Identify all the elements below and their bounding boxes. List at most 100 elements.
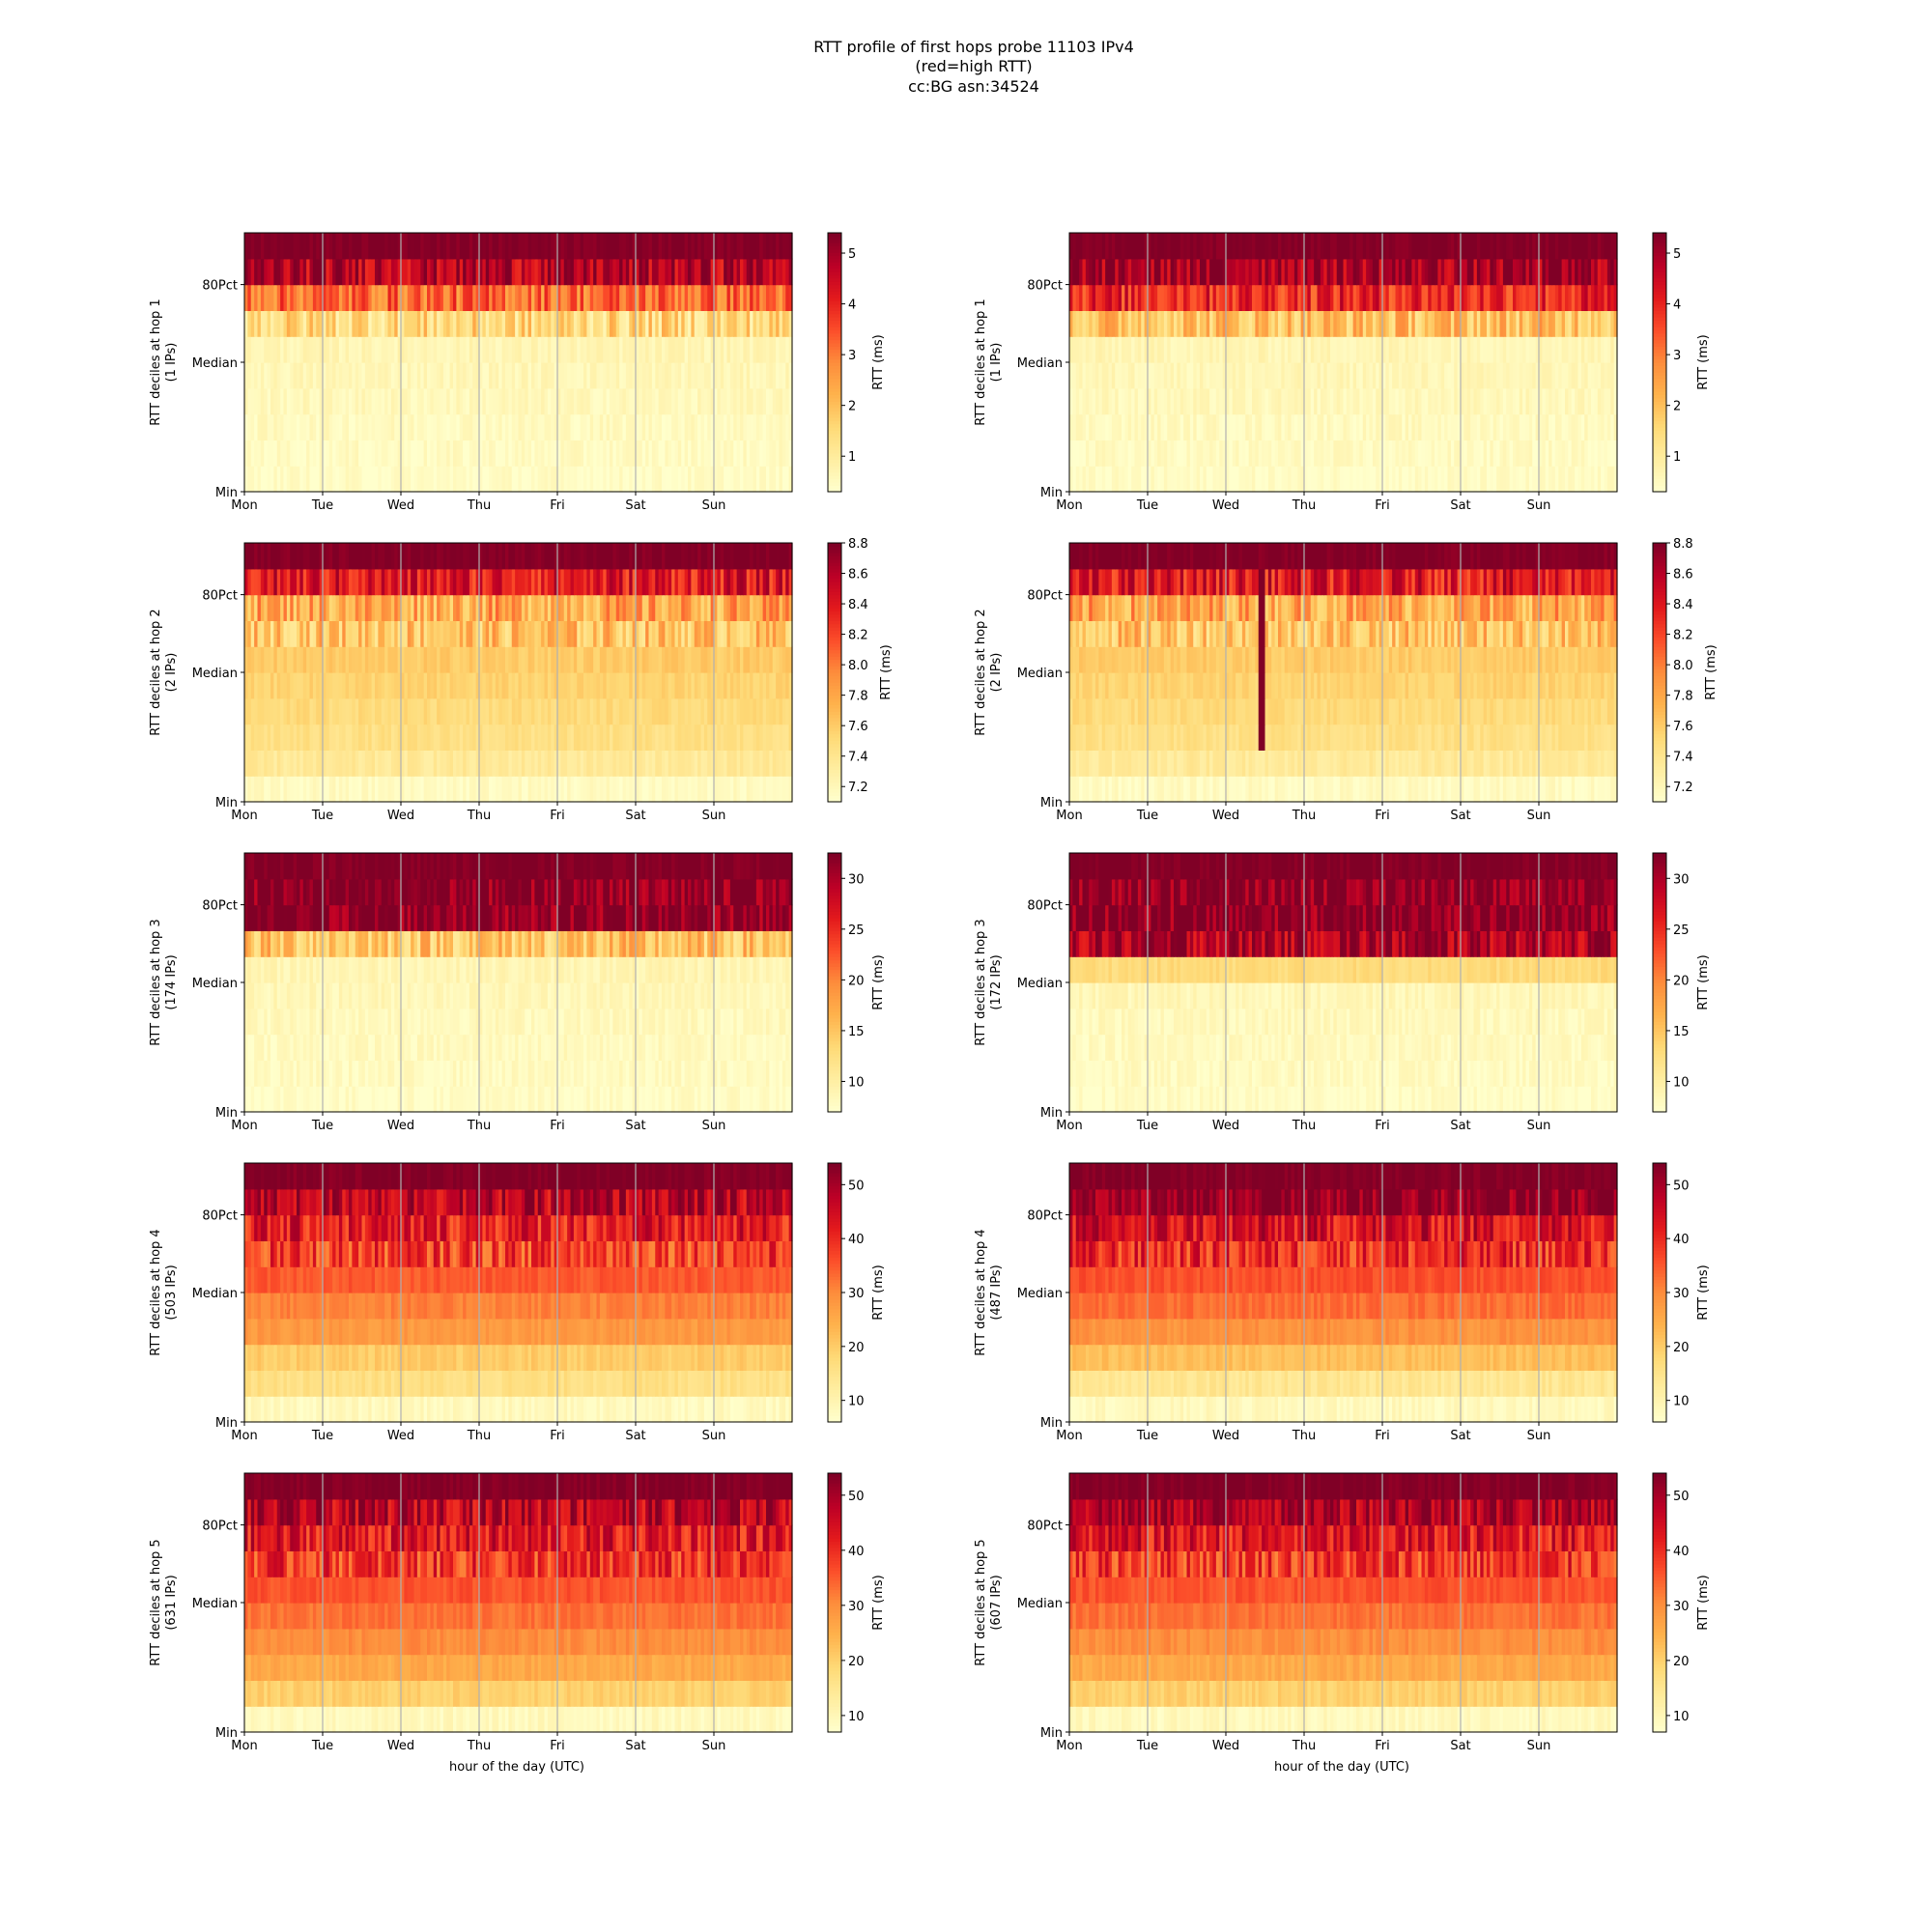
- heatmap-cell: [1591, 413, 1595, 440]
- heatmap-cell: [1490, 284, 1494, 311]
- heatmap-cell: [1105, 233, 1110, 260]
- heatmap-cell: [1499, 387, 1504, 415]
- heatmap-cell: [264, 672, 269, 699]
- heatmap-cell: [1122, 336, 1125, 363]
- heatmap-cell: [759, 413, 764, 440]
- heatmap-cell: [433, 233, 438, 260]
- heatmap-cell: [766, 750, 770, 777]
- heatmap-cell: [1255, 387, 1260, 415]
- heatmap-cell: [352, 697, 356, 725]
- heatmap-cell: [776, 310, 781, 337]
- heatmap-cell: [1613, 466, 1618, 493]
- heatmap-cell: [714, 387, 718, 415]
- heatmap-cell: [1206, 258, 1210, 286]
- heatmap-cell: [1310, 336, 1315, 363]
- heatmap-cell: [1163, 233, 1168, 260]
- heatmap-cell: [1196, 336, 1201, 363]
- heatmap-cell: [492, 440, 497, 467]
- heatmap-cell: [364, 413, 369, 440]
- heatmap-cell: [293, 750, 298, 777]
- heatmap-cell: [726, 258, 731, 286]
- heatmap-cell: [338, 672, 343, 699]
- heatmap-cell: [622, 387, 627, 415]
- heatmap-cell: [726, 413, 731, 440]
- heatmap-cell: [753, 750, 757, 777]
- heatmap-cell: [1174, 233, 1178, 260]
- heatmap-cell: [1232, 233, 1236, 260]
- heatmap-cell: [1082, 233, 1087, 260]
- heatmap-cell: [1122, 310, 1125, 337]
- heatmap-cell: [492, 697, 497, 725]
- heatmap-cell: [1418, 258, 1423, 286]
- heatmap-cell: [589, 672, 594, 699]
- heatmap-cell: [423, 310, 428, 337]
- heatmap-cell: [1085, 258, 1090, 286]
- colorbar-segment: [828, 420, 841, 425]
- heatmap-cell: [1137, 440, 1142, 467]
- heatmap-cell: [668, 776, 672, 803]
- heatmap-cell: [1454, 466, 1459, 493]
- heatmap-cell: [1356, 466, 1360, 493]
- heatmap-cell: [1209, 233, 1214, 260]
- heatmap-cell: [740, 697, 744, 725]
- heatmap-cell: [306, 672, 311, 699]
- heatmap-cell: [1186, 336, 1191, 363]
- heatmap-cell: [1601, 233, 1605, 260]
- heatmap-cell: [1584, 336, 1589, 363]
- heatmap-cell: [596, 284, 601, 311]
- heatmap-cell: [1392, 387, 1397, 415]
- heatmap-cell: [250, 387, 255, 415]
- heatmap-cell: [1105, 284, 1110, 311]
- heatmap-cell: [1209, 413, 1214, 440]
- heatmap-cell: [610, 233, 613, 260]
- heatmap-cell: [563, 310, 568, 337]
- heatmap-cell: [1545, 233, 1549, 260]
- heatmap-cell: [1352, 233, 1357, 260]
- heatmap-cell: [1300, 233, 1305, 260]
- heatmap-cell: [615, 466, 620, 493]
- heatmap-cell: [479, 440, 483, 467]
- heatmap-cell: [573, 336, 578, 363]
- heatmap-cell: [710, 750, 715, 777]
- colorbar-segment: [1653, 481, 1666, 486]
- heatmap-cell: [1320, 233, 1324, 260]
- colorbar-segment: [828, 478, 841, 483]
- heatmap-cell: [1131, 336, 1136, 363]
- heatmap-cell: [437, 233, 441, 260]
- heatmap-cell: [583, 466, 587, 493]
- heatmap-cell: [557, 646, 561, 673]
- heatmap-cell: [1072, 413, 1077, 440]
- heatmap-cell: [537, 284, 542, 311]
- heatmap-cell: [580, 440, 584, 467]
- heatmap-cell: [1219, 233, 1224, 260]
- heatmap-cell: [368, 697, 373, 725]
- heatmap-cell: [511, 724, 516, 751]
- heatmap-cell: [573, 362, 578, 389]
- heatmap-cell: [423, 284, 428, 311]
- colorbar-segment: [828, 368, 841, 373]
- heatmap-cell: [1278, 362, 1282, 389]
- heatmap-cell: [1606, 310, 1611, 337]
- heatmap-cell: [1424, 336, 1429, 363]
- heatmap-cell: [766, 336, 770, 363]
- heatmap-cell: [599, 336, 604, 363]
- heatmap-cell: [1492, 284, 1497, 311]
- heatmap-cell: [641, 413, 646, 440]
- heatmap-cell: [726, 440, 731, 467]
- heatmap-cell: [1447, 336, 1452, 363]
- heatmap-cell: [371, 776, 376, 803]
- heatmap-cell: [671, 750, 676, 777]
- heatmap-cell: [463, 336, 468, 363]
- heatmap-cell: [411, 413, 415, 440]
- heatmap-cell: [420, 466, 425, 493]
- heatmap-cell: [270, 776, 274, 803]
- heatmap-cell: [1255, 258, 1260, 286]
- heatmap-cell: [1124, 440, 1129, 467]
- heatmap-cell: [1496, 440, 1501, 467]
- heatmap-cell: [1245, 413, 1250, 440]
- heatmap-cell: [1098, 284, 1103, 311]
- heatmap-cell: [603, 233, 608, 260]
- heatmap-cell: [766, 724, 770, 751]
- heatmap-cell: [1584, 233, 1589, 260]
